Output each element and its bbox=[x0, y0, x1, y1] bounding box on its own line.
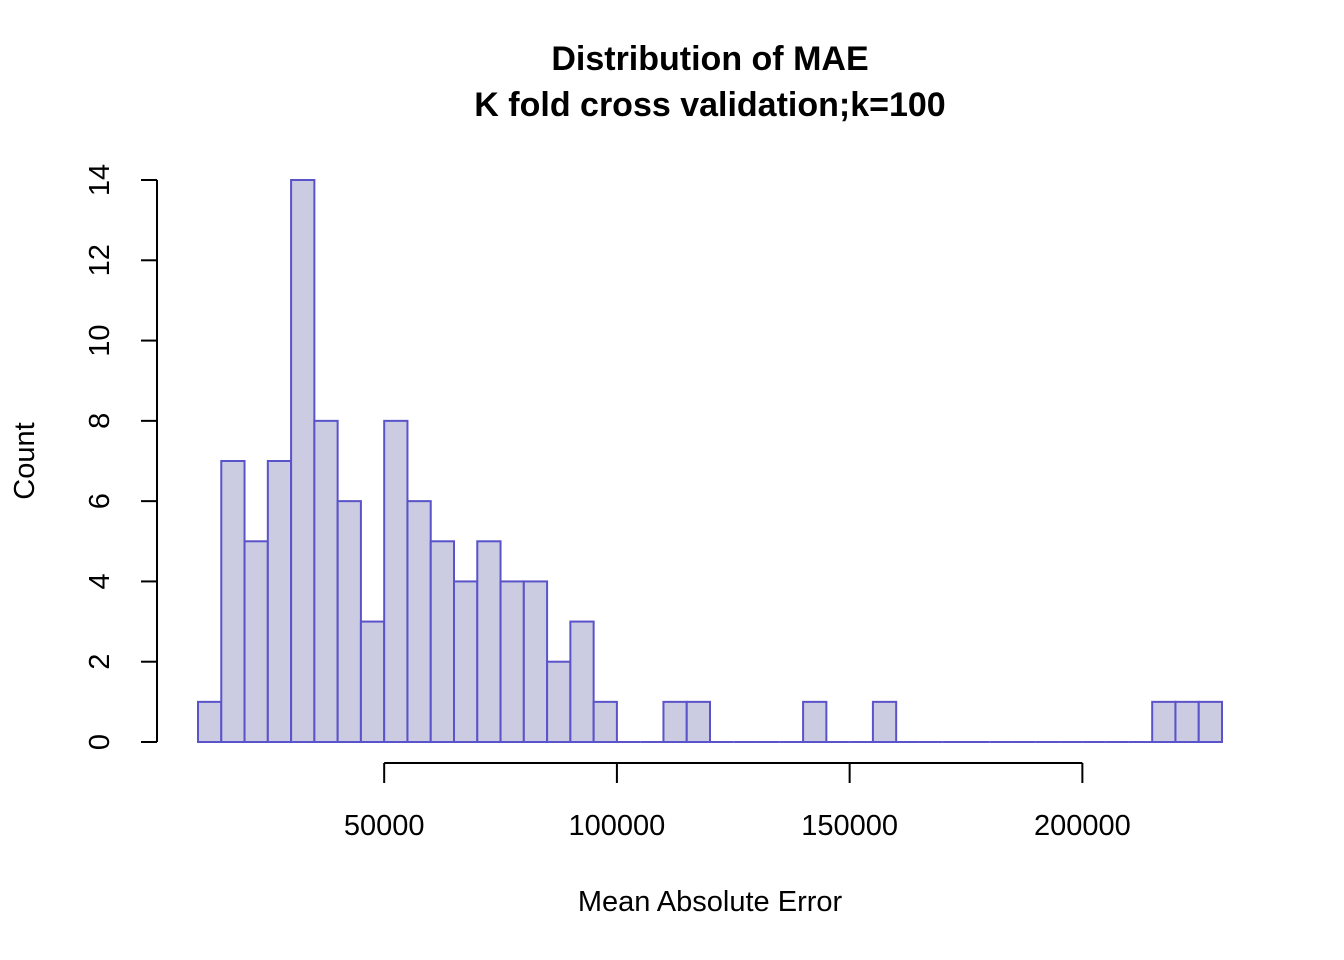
histogram-bar bbox=[685, 700, 712, 743]
y-tick-label: 10 bbox=[84, 324, 116, 356]
chart-subtitle: K fold cross validation;k=100 bbox=[474, 86, 945, 124]
y-tick-label: 6 bbox=[84, 493, 116, 509]
x-axis: 50000 100000 150000 200000 bbox=[344, 762, 1131, 842]
histogram-bar bbox=[429, 540, 455, 743]
histogram-bar bbox=[406, 500, 432, 743]
histogram-bar bbox=[453, 580, 479, 744]
y-tick-label: 12 bbox=[84, 244, 116, 276]
x-tick-label: 100000 bbox=[569, 810, 666, 842]
y-axis: 0 2 4 6 8 10 12 14 bbox=[84, 164, 158, 750]
histogram-bar bbox=[383, 419, 409, 743]
y-tick-label: 2 bbox=[84, 654, 116, 670]
histogram-bar bbox=[336, 500, 362, 743]
x-tick-label: 150000 bbox=[801, 810, 898, 842]
histogram-bar bbox=[522, 580, 549, 744]
y-tick-label: 8 bbox=[84, 413, 116, 429]
bars-group bbox=[197, 179, 1224, 744]
histogram-bar bbox=[546, 660, 572, 744]
histogram-bar bbox=[871, 700, 898, 743]
x-tick-label: 50000 bbox=[344, 810, 425, 842]
chart-title: Distribution of MAE bbox=[551, 40, 868, 78]
histogram-bar bbox=[802, 700, 828, 743]
histogram-bar bbox=[313, 419, 339, 743]
y-tick-label: 0 bbox=[84, 734, 116, 750]
y-axis-label: Count bbox=[9, 422, 41, 499]
histogram-bar bbox=[662, 700, 688, 743]
histogram-bar bbox=[499, 580, 525, 744]
histogram-bar bbox=[592, 700, 618, 743]
histogram-bar bbox=[1174, 700, 1200, 743]
histogram-bar bbox=[266, 460, 293, 743]
histogram-bar bbox=[1151, 700, 1177, 743]
histogram-bar bbox=[1197, 700, 1224, 743]
x-axis-label: Mean Absolute Error bbox=[578, 886, 843, 918]
histogram-bar bbox=[569, 620, 595, 743]
y-tick-label: 14 bbox=[84, 164, 116, 196]
histogram-bar bbox=[243, 540, 269, 743]
histogram-bar bbox=[220, 460, 246, 743]
y-tick-label: 4 bbox=[84, 573, 116, 589]
x-tick-label: 200000 bbox=[1034, 810, 1131, 842]
histogram-bar bbox=[290, 179, 316, 743]
histogram-bar bbox=[197, 700, 223, 743]
histogram-bar bbox=[359, 620, 386, 743]
histogram-bar bbox=[476, 540, 502, 743]
